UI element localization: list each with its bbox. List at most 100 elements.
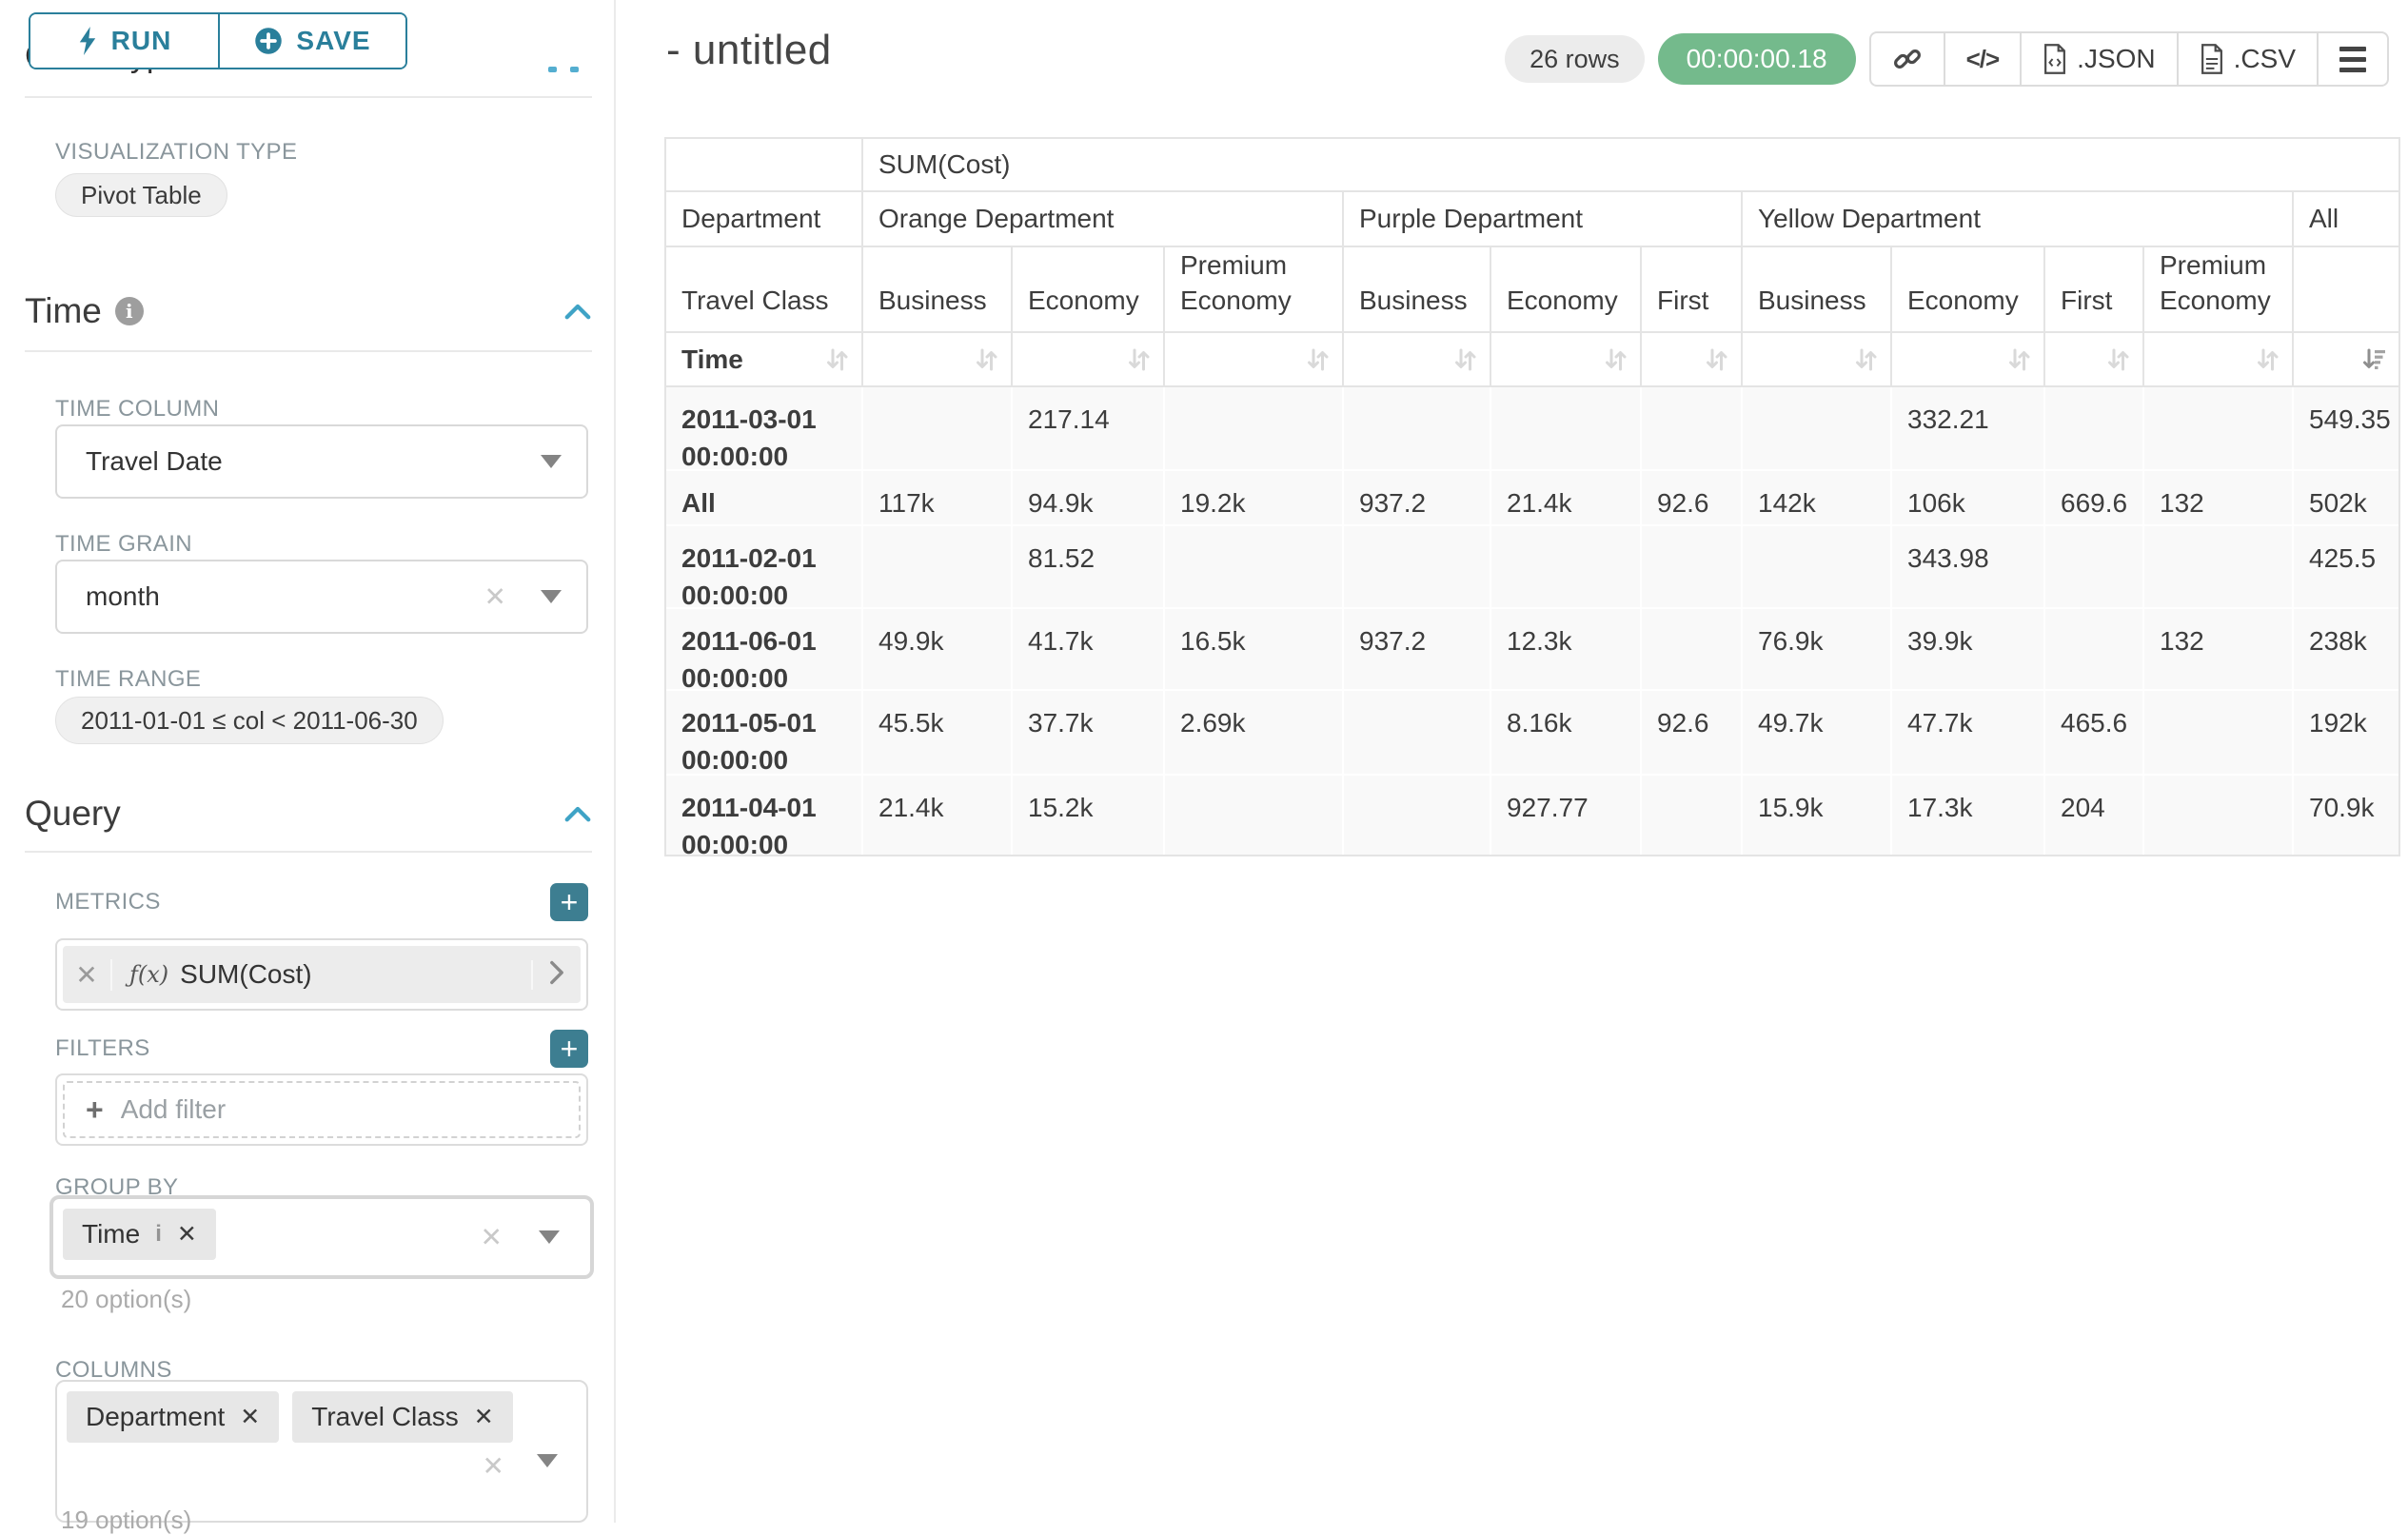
pivot-value-cell: 106k xyxy=(1892,471,2043,524)
add-filter-dropzone[interactable]: + Add filter xyxy=(63,1081,581,1138)
pivot-value-cell: 47.7k xyxy=(1892,691,2043,774)
pivot-value-cell: 21.4k xyxy=(1491,471,1640,524)
hamburger-icon xyxy=(2339,46,2366,72)
metric-value: SUM(Cost) xyxy=(180,959,312,989)
pivot-table-header: SUM(Cost) Department Orange Department Purp… xyxy=(666,139,2398,385)
pivot-value-cell: 204 xyxy=(2045,776,2142,855)
pivot-value-cell xyxy=(863,526,1011,607)
sort-header[interactable] xyxy=(1642,333,1741,385)
clear-icon[interactable]: ✕ xyxy=(484,581,506,612)
sort-icon xyxy=(1129,348,1150,370)
column-header: Premium Economy xyxy=(2144,247,2292,331)
add-filter-plus-button[interactable]: + xyxy=(550,1030,588,1068)
collapse-chevron-icon[interactable] xyxy=(563,301,592,322)
export-button-group: </> .JSON .CSV xyxy=(1868,31,2389,87)
row-count-badge: 26 rows xyxy=(1505,35,1645,83)
run-save-button-group: RUN SAVE xyxy=(29,12,407,69)
view-query-button[interactable]: </> xyxy=(1943,33,2021,85)
metrics-header-row: METRICS + xyxy=(55,883,588,921)
collapse-chevron-icon[interactable] xyxy=(563,803,592,824)
sort-header[interactable] xyxy=(1892,333,2043,385)
sort-header[interactable] xyxy=(1165,333,1342,385)
pivot-value-cell: 16.5k xyxy=(1165,609,1342,689)
sort-header[interactable] xyxy=(1344,333,1490,385)
pivot-value-cell: 81.52 xyxy=(1013,526,1163,607)
sort-icon xyxy=(827,348,848,370)
chart-title[interactable]: - untitled xyxy=(666,27,832,73)
json-file-icon xyxy=(2044,44,2066,74)
expand-metric-icon[interactable] xyxy=(531,959,581,990)
pivot-value-cell: 49.7k xyxy=(1743,691,1890,774)
add-metric-button[interactable]: + xyxy=(550,883,588,921)
pivot-corner-cell xyxy=(666,139,861,190)
time-grain-value: month xyxy=(86,581,160,611)
visualization-type-label: VISUALIZATION TYPE xyxy=(55,139,298,165)
remove-chip-icon[interactable]: ✕ xyxy=(473,1404,494,1430)
time-range-pill[interactable]: 2011-01-01 ≤ col < 2011-06-30 xyxy=(55,697,444,744)
time-grain-select[interactable]: month ✕ xyxy=(55,560,588,634)
pivot-value-cell: 332.21 xyxy=(1892,387,2043,469)
pivot-row-label: All xyxy=(666,471,861,524)
column-group-header: Purple Department xyxy=(1344,192,1741,246)
viz-type-pill[interactable]: Pivot Table xyxy=(55,173,227,217)
export-json-button[interactable]: .JSON xyxy=(2020,33,2176,85)
clear-icon[interactable]: ✕ xyxy=(480,1222,503,1252)
caret-down-icon xyxy=(541,590,562,603)
save-button[interactable]: SAVE xyxy=(218,14,405,68)
menu-button[interactable] xyxy=(2317,33,2387,85)
pivot-value-cell xyxy=(1165,526,1342,607)
header-toolbar: 26 rows 00:00:00.18 </> .JSON xyxy=(1505,31,2389,87)
divider xyxy=(25,851,592,853)
sort-header[interactable] xyxy=(1013,333,1163,385)
pivot-value-cell xyxy=(2045,609,2142,689)
sort-header-time[interactable]: Time xyxy=(666,333,861,385)
sort-header[interactable] xyxy=(2045,333,2142,385)
column-header: First xyxy=(2045,247,2142,331)
pivot-value-cell: 937.2 xyxy=(1344,471,1490,524)
pivot-value-cell xyxy=(1491,526,1640,607)
pivot-row-label: 2011-02-01 00:00:00 xyxy=(666,526,861,607)
caret-down-icon xyxy=(539,1230,560,1244)
row-dimension-header: Department xyxy=(666,192,861,246)
pivot-value-cell: 549.35 xyxy=(2294,387,2398,469)
pivot-value-cell xyxy=(1344,691,1490,774)
pivot-value-cell xyxy=(1491,387,1640,469)
query-section-header: Query xyxy=(25,794,592,834)
run-button[interactable]: RUN xyxy=(30,14,218,68)
sort-icon xyxy=(1856,348,1877,370)
pivot-value-cell xyxy=(2045,387,2142,469)
group-by-select[interactable]: Time i ✕ ✕ xyxy=(49,1195,594,1279)
sort-header[interactable] xyxy=(1743,333,1890,385)
time-section-header: Time i xyxy=(25,291,592,331)
remove-chip-icon[interactable]: ✕ xyxy=(240,1404,261,1430)
pivot-metric-header: SUM(Cost) xyxy=(863,139,2398,190)
save-button-label: SAVE xyxy=(296,26,371,55)
pivot-value-cell: 2.69k xyxy=(1165,691,1342,774)
share-link-button[interactable] xyxy=(1871,33,1944,85)
pivot-value-cell xyxy=(1642,387,1741,469)
sort-icon xyxy=(2258,348,2279,370)
clear-icon[interactable]: ✕ xyxy=(482,1451,504,1481)
time-column-select[interactable]: Travel Date xyxy=(55,424,588,499)
sort-header[interactable] xyxy=(2294,333,2398,385)
export-csv-button[interactable]: .CSV xyxy=(2176,33,2317,85)
dimension-chip[interactable]: Department ✕ xyxy=(67,1391,280,1443)
metric-chip[interactable]: ✕ ƒ(x) SUM(Cost) xyxy=(63,946,581,1003)
columns-select[interactable]: Department ✕ Travel Class ✕ ✕ xyxy=(55,1380,588,1523)
csv-file-icon xyxy=(2201,44,2222,74)
sort-header[interactable] xyxy=(2144,333,2292,385)
sort-header[interactable] xyxy=(863,333,1011,385)
pivot-value-cell: 70.9k xyxy=(2294,776,2398,855)
dimension-chip[interactable]: Time i ✕ xyxy=(63,1209,216,1260)
pivot-row-label: 2011-06-01 00:00:00 xyxy=(666,609,861,689)
remove-chip-icon[interactable]: ✕ xyxy=(176,1221,197,1248)
pivot-value-cell: 937.2 xyxy=(1344,609,1490,689)
bolt-icon xyxy=(79,27,95,55)
panel-drag-handle[interactable] xyxy=(548,67,579,72)
sort-header[interactable] xyxy=(1491,333,1640,385)
pivot-value-cell xyxy=(1165,776,1342,855)
remove-metric-icon[interactable]: ✕ xyxy=(63,958,112,991)
plus-icon: + xyxy=(86,1092,104,1127)
dimension-chip[interactable]: Travel Class ✕ xyxy=(292,1391,513,1443)
sort-icon xyxy=(1707,348,1727,370)
